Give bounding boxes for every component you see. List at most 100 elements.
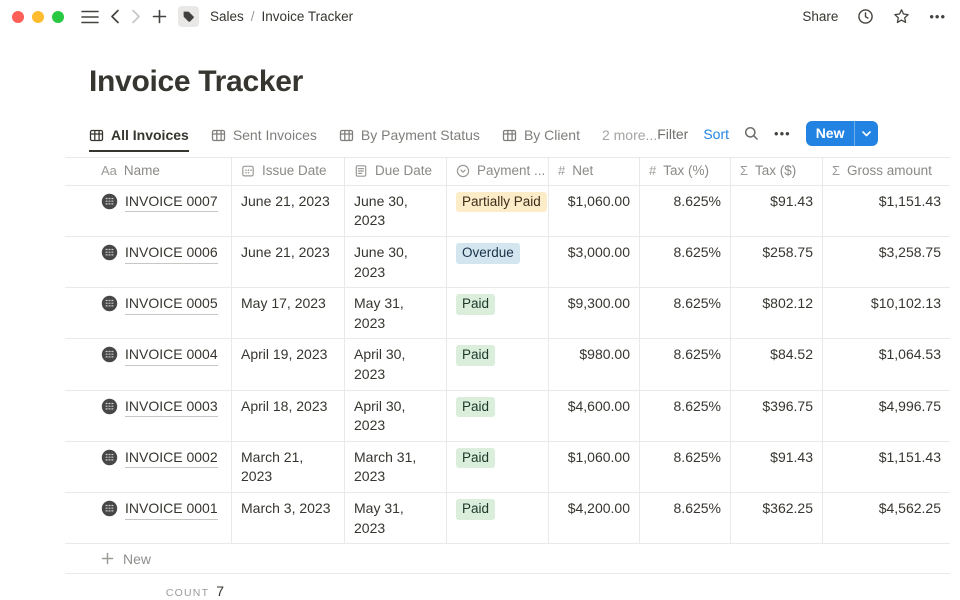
cell-tax-percent[interactable]: 8.625% <box>640 237 731 289</box>
column-label: Tax ($) <box>755 163 797 178</box>
count-calculation[interactable]: COUNT 7 <box>65 574 232 599</box>
cell-name[interactable]: INVOICE 0004 <box>65 339 232 391</box>
tab-by-client[interactable]: By Client <box>502 127 580 152</box>
cell-net[interactable]: $1,060.00 <box>549 441 640 494</box>
cell-gross-amount[interactable]: $4,562.25 <box>823 493 950 545</box>
cell-due-date[interactable]: May 31, 2023 <box>345 288 447 340</box>
favorite-star-icon[interactable] <box>893 8 910 25</box>
invoice-link[interactable]: INVOICE 0007 <box>125 192 218 213</box>
tab-2-more[interactable]: 2 more... <box>602 127 657 152</box>
tab-by-payment-status[interactable]: By Payment Status <box>339 127 480 152</box>
invoice-link[interactable]: INVOICE 0005 <box>125 294 218 315</box>
column-header-due-date[interactable]: Due Date <box>345 157 447 186</box>
cell-gross-amount[interactable]: $1,151.43 <box>823 442 950 494</box>
cell-net[interactable]: $4,600.00 <box>549 390 640 442</box>
sort-button[interactable]: Sort <box>703 125 730 142</box>
share-button[interactable]: Share <box>802 9 839 24</box>
cell-due-date[interactable]: May 31, 2023 <box>345 493 447 545</box>
cell-name[interactable]: INVOICE 0002 <box>65 441 232 494</box>
breadcrumb-page[interactable]: Invoice Tracker <box>261 9 354 24</box>
column-header-tax[interactable]: # Tax (%) <box>640 157 731 186</box>
nav-forward-icon[interactable] <box>131 9 141 24</box>
add-row-button[interactable]: New <box>65 544 950 575</box>
updates-clock-icon[interactable] <box>857 8 874 25</box>
cell-gross-amount[interactable]: $3,258.75 <box>823 237 950 289</box>
new-button-chevron-down-icon[interactable] <box>854 121 878 146</box>
cell-net[interactable]: $3,000.00 <box>549 237 640 289</box>
cell-tax-dollars[interactable]: $258.75 <box>731 237 823 289</box>
minimize-button[interactable] <box>32 10 44 23</box>
cell-payment-status[interactable]: Paid <box>447 390 549 442</box>
cell-tax-percent[interactable]: 8.625% <box>640 441 731 494</box>
cell-payment-status[interactable]: Overdue <box>447 237 549 289</box>
invoice-link[interactable]: INVOICE 0001 <box>125 499 218 520</box>
cell-tax-percent[interactable]: 8.625% <box>640 185 731 238</box>
cell-gross-amount[interactable]: $4,996.75 <box>823 391 950 442</box>
more-options-icon[interactable]: ••• <box>929 9 946 24</box>
invoice-link[interactable]: INVOICE 0004 <box>125 345 218 367</box>
new-page-icon[interactable] <box>152 9 167 24</box>
cell-due-date[interactable]: April 30, 2023 <box>345 339 447 391</box>
cell-net[interactable]: $4,200.00 <box>549 493 640 545</box>
cell-tax-dollars[interactable]: $802.12 <box>731 288 823 340</box>
cell-name[interactable]: INVOICE 0001 <box>65 493 232 545</box>
new-button-label[interactable]: New <box>815 125 845 141</box>
cell-issue-date[interactable]: June 21, 2023 <box>232 237 345 289</box>
column-header-payment[interactable]: Payment ... <box>447 157 549 186</box>
cell-payment-status[interactable]: Paid <box>447 288 549 340</box>
cell-issue-date[interactable]: March 3, 2023 <box>232 493 345 545</box>
cell-tax-percent[interactable]: 8.625% <box>640 493 731 545</box>
cell-issue-date[interactable]: April 19, 2023 <box>232 339 345 391</box>
cell-tax-percent[interactable]: 8.625% <box>640 288 731 340</box>
cell-issue-date[interactable]: June 21, 2023 <box>232 185 345 238</box>
view-more-options-icon[interactable]: ••• <box>774 126 791 141</box>
nav-back-icon[interactable] <box>110 9 120 24</box>
sidebar-menu-icon[interactable] <box>81 10 99 24</box>
cell-name[interactable]: INVOICE 0007 <box>65 185 232 238</box>
cell-gross-amount[interactable]: $1,151.43 <box>823 186 950 238</box>
column-header-issue-date[interactable]: Issue Date <box>232 157 345 186</box>
cell-payment-status[interactable]: Paid <box>447 339 549 391</box>
cell-net[interactable]: $1,060.00 <box>549 185 640 238</box>
column-header-name[interactable]: Aa Name <box>65 157 232 186</box>
close-button[interactable] <box>12 10 24 23</box>
new-button[interactable]: New <box>805 121 879 146</box>
cell-name[interactable]: INVOICE 0006 <box>65 237 232 289</box>
cell-tax-dollars[interactable]: $91.43 <box>731 441 823 494</box>
cell-tax-percent[interactable]: 8.625% <box>640 339 731 391</box>
cell-payment-status[interactable]: Paid <box>447 493 549 545</box>
cell-net[interactable]: $980.00 <box>549 339 640 391</box>
cell-payment-status[interactable]: Partially Paid <box>447 185 549 238</box>
cell-tax-dollars[interactable]: $84.52 <box>731 339 823 391</box>
cell-tax-dollars[interactable]: $362.25 <box>731 493 823 545</box>
column-header-net[interactable]: # Net <box>549 157 640 186</box>
cell-net[interactable]: $9,300.00 <box>549 288 640 340</box>
cell-due-date[interactable]: June 30, 2023 <box>345 237 447 289</box>
search-icon[interactable] <box>744 126 759 141</box>
invoice-link[interactable]: INVOICE 0002 <box>125 448 218 469</box>
tab-sent-invoices[interactable]: Sent Invoices <box>211 127 317 152</box>
zoom-button[interactable] <box>52 10 64 23</box>
cell-name[interactable]: INVOICE 0005 <box>65 288 232 340</box>
page-emoji-tag-icon[interactable] <box>178 6 199 27</box>
invoice-link[interactable]: INVOICE 0006 <box>125 243 218 264</box>
cell-tax-percent[interactable]: 8.625% <box>640 390 731 442</box>
cell-gross-amount[interactable]: $1,064.53 <box>823 339 950 391</box>
cell-payment-status[interactable]: Paid <box>447 441 549 494</box>
column-header-gross-amount[interactable]: Σ Gross amount <box>823 157 950 186</box>
cell-due-date[interactable]: June 30, 2023 <box>345 185 447 238</box>
cell-tax-dollars[interactable]: $396.75 <box>731 390 823 442</box>
cell-due-date[interactable]: April 30, 2023 <box>345 390 447 442</box>
invoice-link[interactable]: INVOICE 0003 <box>125 397 218 418</box>
cell-due-date[interactable]: March 31, 2023 <box>345 441 447 494</box>
cell-tax-dollars[interactable]: $91.43 <box>731 185 823 238</box>
cell-name[interactable]: INVOICE 0003 <box>65 390 232 442</box>
breadcrumb-section[interactable]: Sales <box>210 9 244 24</box>
cell-gross-amount[interactable]: $10,102.13 <box>823 288 950 340</box>
column-header-tax[interactable]: Σ Tax ($) <box>731 157 823 186</box>
tab-all-invoices[interactable]: All Invoices <box>89 127 189 152</box>
cell-issue-date[interactable]: May 17, 2023 <box>232 288 345 340</box>
cell-issue-date[interactable]: April 18, 2023 <box>232 390 345 442</box>
cell-issue-date[interactable]: March 21, 2023 <box>232 441 345 494</box>
filter-button[interactable]: Filter <box>657 125 689 142</box>
